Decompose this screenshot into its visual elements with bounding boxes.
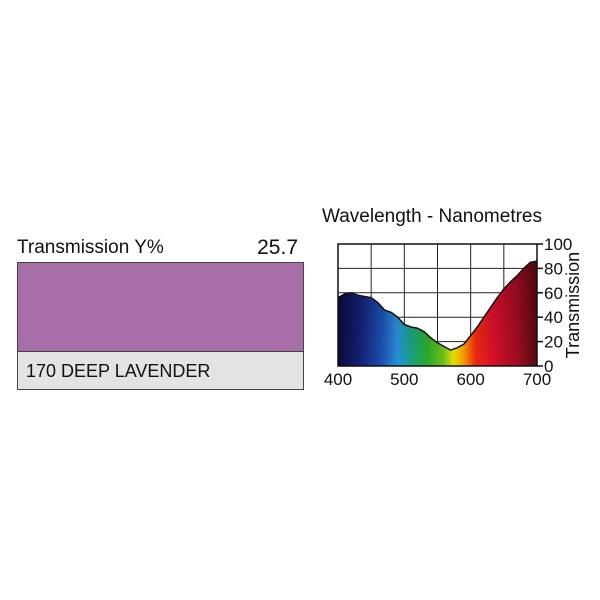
plot-frame (337, 243, 538, 367)
x-tick-label: 600 (456, 370, 484, 389)
transmission-label: Transmission Y% (17, 237, 164, 258)
y-axis-label: Transmission (563, 252, 583, 358)
y-tick-label: 40 (544, 308, 563, 327)
y-tick-label: 60 (544, 284, 563, 303)
filter-name: 170 DEEP LAVENDER (26, 361, 211, 381)
x-tick-label: 700 (523, 370, 551, 389)
color-swatch (17, 262, 304, 351)
transmission-curve (337, 260, 538, 351)
filter-name-bar: 170 DEEP LAVENDER (17, 351, 304, 390)
y-tick-label: 80 (544, 259, 563, 278)
transmission-area-shade (338, 261, 537, 366)
transmission-value: 25.7 (257, 236, 298, 259)
y-tick-labels: 0 20 40 60 80 100 (537, 235, 572, 376)
x-tick-labels: 400 500 600 700 (324, 370, 551, 389)
chart-title: Wavelength - Nanometres (322, 206, 543, 227)
x-tick-label: 400 (324, 370, 352, 389)
y-tick-label: 20 (544, 333, 563, 352)
y-tick-label: 0 (544, 357, 553, 376)
transmission-chart: 400 500 600 700 0 20 40 60 80 100 Transmission (324, 235, 583, 389)
filter-swatch-panel: Transmission Y% 25.7 170 DEEP LAVENDER (17, 236, 304, 390)
x-tick-label: 500 (390, 370, 418, 389)
y-tick-label: 100 (544, 235, 572, 254)
